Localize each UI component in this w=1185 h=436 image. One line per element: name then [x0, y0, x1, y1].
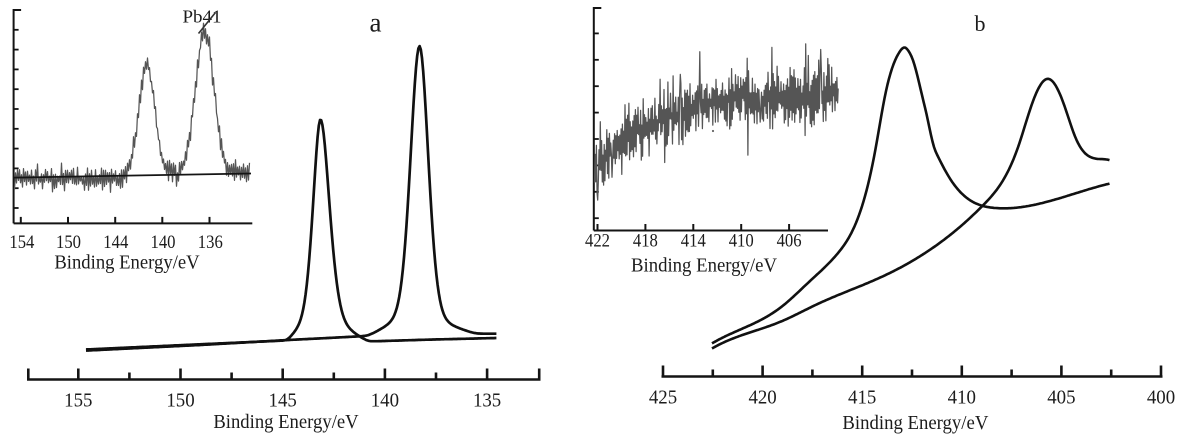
- svg-text:410: 410: [729, 231, 754, 252]
- svg-text:Binding Energy/eV: Binding Energy/eV: [213, 411, 359, 433]
- svg-text:420: 420: [748, 387, 776, 409]
- svg-text:155: 155: [64, 389, 92, 411]
- svg-text:410: 410: [948, 387, 976, 409]
- svg-text:b: b: [975, 11, 986, 36]
- svg-text:415: 415: [848, 387, 876, 409]
- svg-text:418: 418: [633, 231, 658, 252]
- svg-text:135: 135: [473, 389, 501, 411]
- svg-text:145: 145: [269, 389, 297, 411]
- svg-text:Binding Energy/eV: Binding Energy/eV: [631, 254, 777, 276]
- svg-text:140: 140: [151, 232, 176, 253]
- svg-text:400: 400: [1147, 387, 1175, 409]
- svg-text:a: a: [370, 8, 382, 38]
- svg-text:136: 136: [198, 232, 223, 253]
- svg-text:414: 414: [681, 231, 706, 252]
- svg-text:150: 150: [166, 389, 194, 411]
- svg-text:150: 150: [56, 232, 81, 253]
- svg-text:144: 144: [103, 232, 128, 253]
- svg-text:Binding Energy/eV: Binding Energy/eV: [842, 412, 988, 434]
- svg-text:406: 406: [777, 231, 802, 252]
- svg-text:140: 140: [371, 389, 399, 411]
- svg-text:425: 425: [649, 387, 677, 409]
- svg-text:Pb41: Pb41: [183, 6, 222, 26]
- svg-text:154: 154: [9, 232, 34, 253]
- svg-text:Binding Energy/eV: Binding Energy/eV: [54, 251, 200, 273]
- svg-text:422: 422: [585, 231, 610, 252]
- svg-text:405: 405: [1047, 387, 1075, 409]
